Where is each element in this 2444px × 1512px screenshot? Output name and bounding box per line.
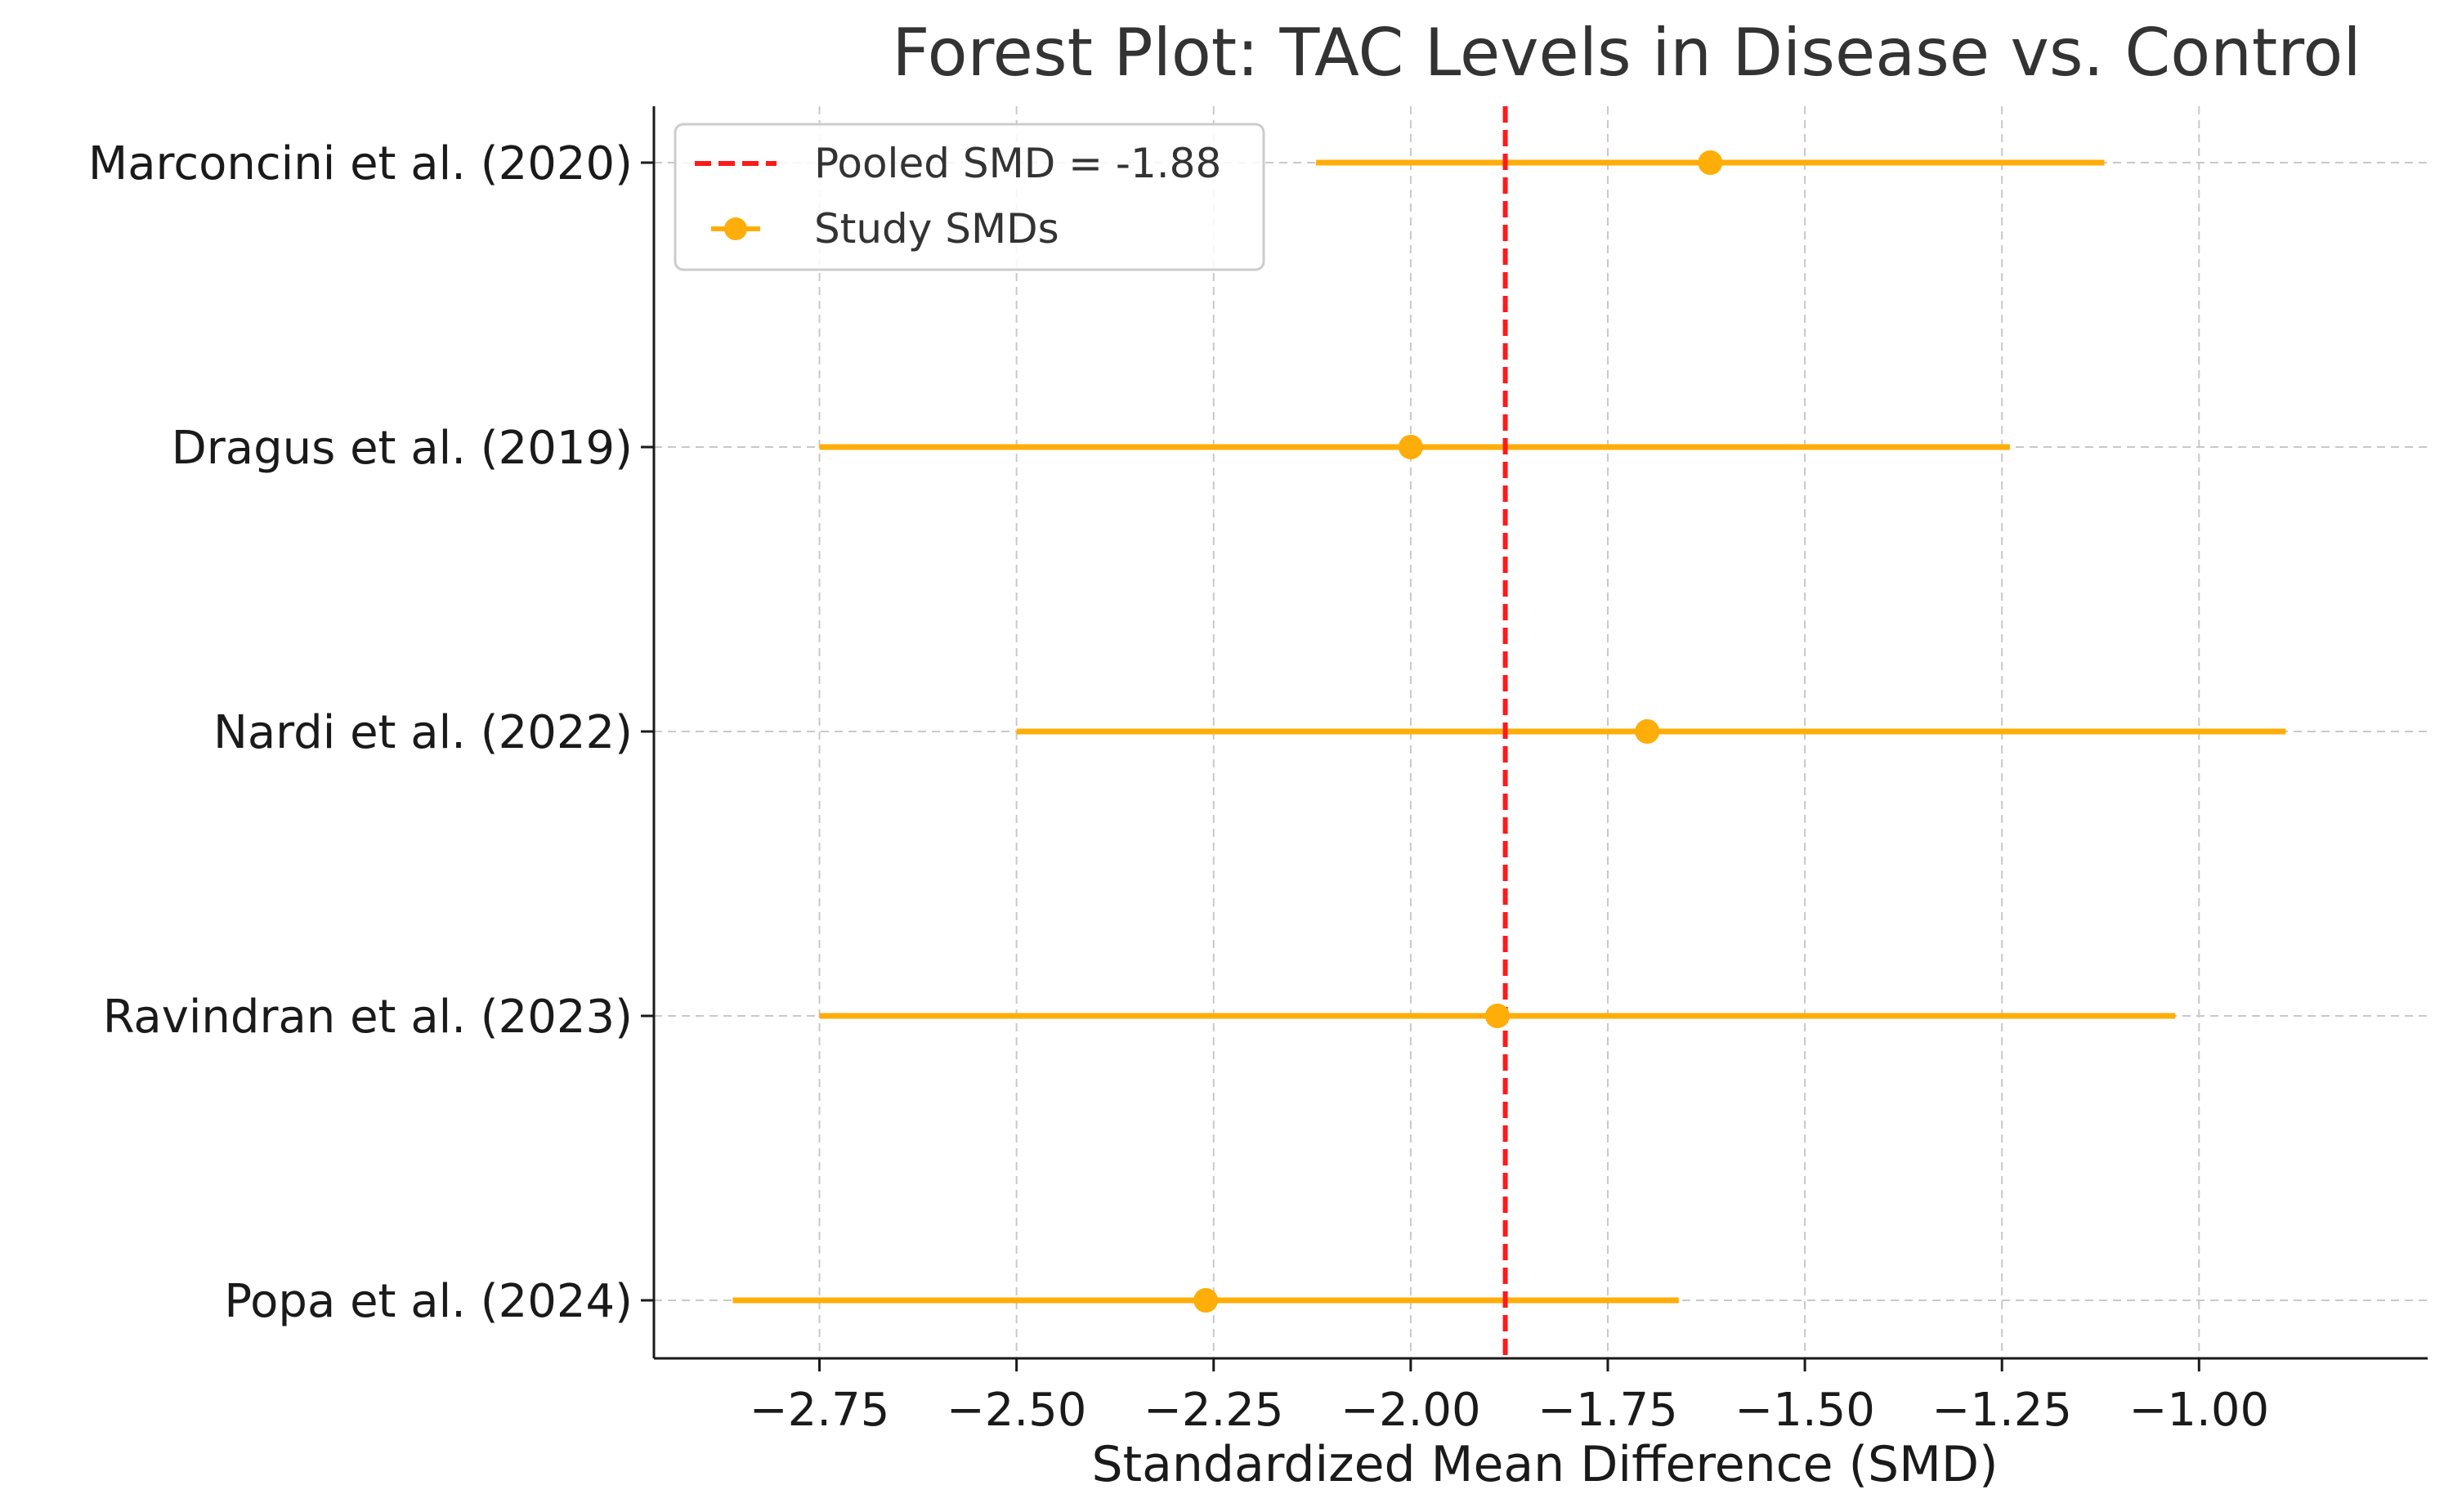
x-tick-label: −2.25 — [1144, 1384, 1284, 1437]
legend-box — [674, 123, 1265, 271]
study-label: Dragus et al. (2019) — [172, 422, 633, 475]
x-tick-label: −1.75 — [1538, 1384, 1678, 1437]
x-tick-label: −2.00 — [1341, 1384, 1481, 1437]
x-tick-label: −1.00 — [2129, 1384, 2270, 1437]
study-label: Nardi et al. (2022) — [213, 706, 633, 759]
legend-pooled-label: Pooled SMD = -1.88 — [814, 140, 1221, 187]
study-point — [1698, 150, 1723, 175]
x-tick-label: −1.25 — [1931, 1384, 2072, 1437]
study-labels: Marconcini et al. (2020) Dragus et al. (2… — [88, 137, 633, 1328]
legend-study-marker — [724, 217, 747, 240]
legend: Pooled SMD = -1.88 Study SMDs — [674, 123, 1265, 271]
x-tick-labels: −2.75 −2.50 −2.25 −2.00 −1.75 −1.50 −1.25 −1.00 — [750, 1384, 2269, 1437]
x-tick-label: −1.50 — [1735, 1384, 1875, 1437]
study-label: Marconcini et al. (2020) — [88, 137, 633, 190]
study-label: Popa et al. (2024) — [224, 1275, 633, 1328]
chart-title: Forest Plot: TAC Levels in Disease vs. C… — [892, 15, 2361, 91]
study-points — [1193, 150, 1723, 1313]
x-axis-label: Standardized Mean Difference (SMD) — [1091, 1436, 1998, 1493]
x-tick-label: −2.75 — [750, 1384, 890, 1437]
study-point — [1193, 1288, 1219, 1313]
study-label: Ravindran et al. (2023) — [103, 991, 633, 1044]
study-point — [1398, 435, 1423, 459]
study-point — [1635, 719, 1660, 744]
study-point — [1484, 1004, 1510, 1028]
x-tick-label: −2.50 — [947, 1384, 1087, 1437]
axes — [641, 106, 2428, 1371]
legend-study-label: Study SMDs — [814, 205, 1059, 253]
